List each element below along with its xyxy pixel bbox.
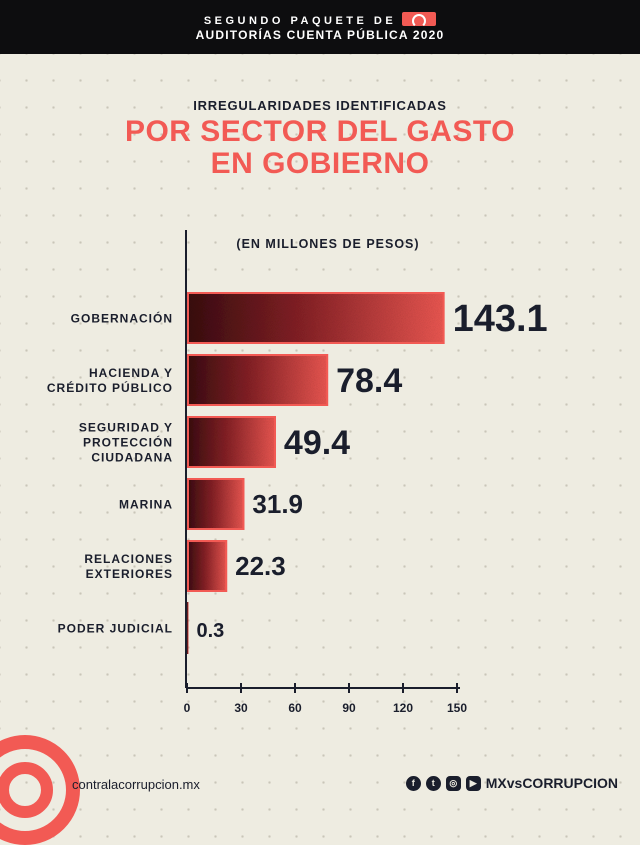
x-tick-label: 120 (393, 701, 413, 715)
category-label: RELACIONES (84, 552, 173, 566)
bar (187, 416, 276, 468)
category-label: EXTERIORES (86, 567, 173, 581)
bar (187, 354, 329, 406)
x-tick-label: 90 (342, 701, 356, 715)
category-label: PROTECCIÓN (83, 435, 173, 450)
category-label: PODER JUDICIAL (58, 622, 173, 636)
chart-title-line2: EN GOBIERNO (210, 147, 430, 180)
bar-outline (187, 354, 329, 406)
brand-logo-icon (402, 12, 437, 26)
category-label: MARINA (119, 498, 173, 512)
chart-title: POR SECTOR DEL GASTO EN GOBIERNO (0, 116, 640, 180)
unit-label: (EN MILLONES DE PESOS) (236, 237, 419, 251)
facebook-icon[interactable]: f (405, 775, 421, 791)
bar-group: 143.1 GOBERNACIÓN (71, 292, 548, 344)
category-label: SEGURIDAD Y (79, 421, 173, 435)
category-label: HACIENDA Y (89, 366, 173, 380)
value-label: 49.4 (284, 424, 350, 462)
value-label: 143.1 (453, 298, 548, 340)
x-tick-label: 0 (184, 701, 191, 715)
corner-logo-icon (0, 735, 80, 845)
bar (187, 602, 189, 654)
header-bar: SEGUNDO PAQUETE DE AUDITORÍAS CUENTA PÚB… (0, 0, 640, 54)
bar-outline (187, 478, 245, 530)
header-line1: SEGUNDO PAQUETE DE (0, 12, 640, 27)
category-label: CRÉDITO PÚBLICO (47, 380, 173, 395)
bar (187, 540, 228, 592)
twitter-icon[interactable]: t (425, 775, 441, 791)
chart-subtitle: IRREGULARIDADES IDENTIFICADAS (193, 98, 447, 113)
bar (187, 478, 245, 530)
bar-outline (187, 292, 445, 344)
value-label: 31.9 (252, 489, 303, 519)
bar (187, 292, 445, 344)
value-label: 0.3 (197, 620, 225, 642)
header-line2: AUDITORÍAS CUENTA PÚBLICA 2020 (195, 28, 445, 42)
footer-social: f t ◎ ▶ MXvsCORRUPCION (405, 775, 618, 791)
category-label: GOBERNACIÓN (71, 311, 173, 326)
instagram-icon[interactable]: ◎ (445, 775, 461, 791)
bar-outline (187, 540, 228, 592)
value-label: 22.3 (235, 551, 286, 581)
chart-title-line1: POR SECTOR DEL GASTO (124, 115, 516, 148)
footer-website[interactable]: contralacorrupcion.mx (72, 777, 200, 792)
value-label: 78.4 (336, 362, 402, 400)
bar-outline (187, 416, 276, 468)
category-label: CIUDADANA (91, 451, 173, 465)
youtube-icon[interactable]: ▶ (465, 775, 481, 791)
x-tick-label: 60 (288, 701, 302, 715)
x-tick-label: 30 (234, 701, 248, 715)
footer-handle[interactable]: MXvsCORRUPCION (485, 775, 618, 791)
bar-group: 0.3 PODER JUDICIAL (58, 602, 225, 654)
bar-group: 31.9 MARINA (119, 478, 303, 530)
x-tick-label: 150 (447, 701, 467, 715)
